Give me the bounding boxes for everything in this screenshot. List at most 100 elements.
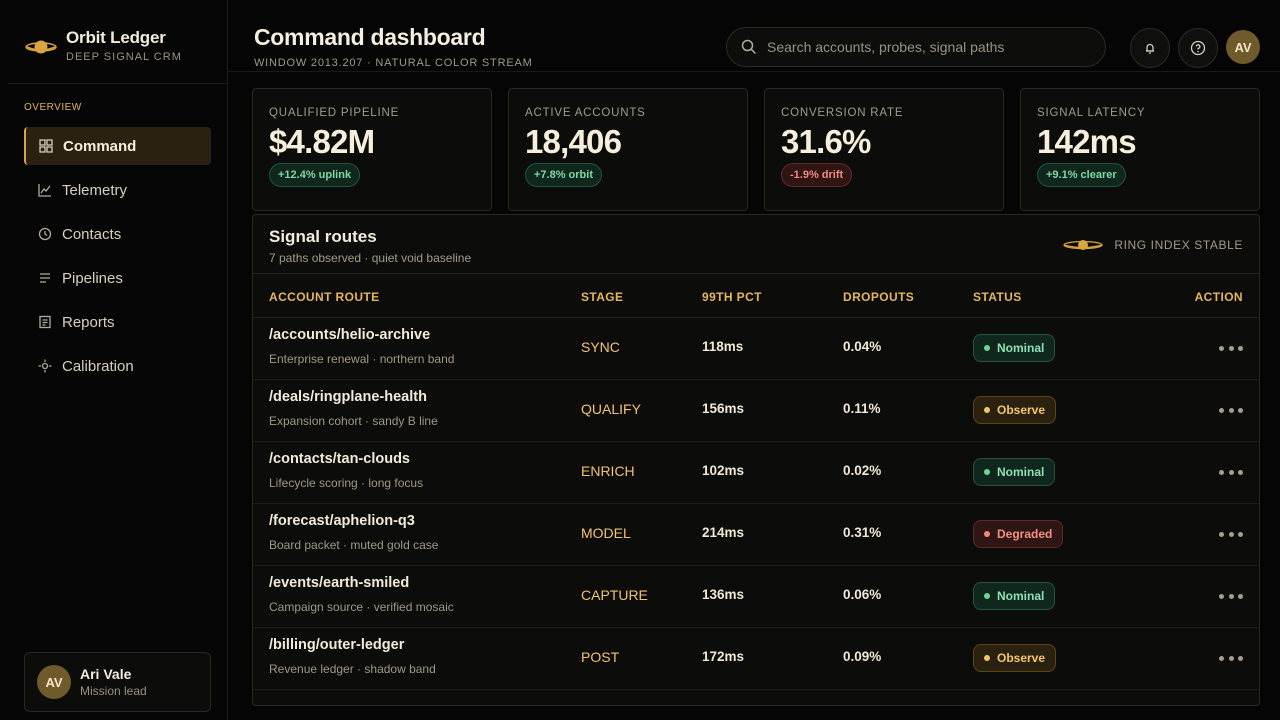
dot-icon (1238, 655, 1243, 661)
user-card[interactable]: AV Ari Vale Mission lead (24, 652, 211, 712)
kpi-card-pipeline: QUALIFIED PIPELINE $4.82M +12.4% uplink (252, 88, 492, 211)
dropouts-cell: 0.31% (843, 525, 882, 540)
kpi-card-latency: SIGNAL LATENCY 142ms +9.1% clearer (1020, 88, 1260, 211)
more-actions-button[interactable] (1219, 588, 1243, 604)
dot-icon (1238, 593, 1243, 599)
user-name: Ari Vale (80, 666, 132, 682)
p99-cell: 118ms (702, 339, 744, 354)
table-header: ACCOUNT ROUTE STAGE 99TH PCT DROPOUTS ST… (253, 273, 1259, 318)
column-header-p99[interactable]: 99TH PCT (702, 290, 762, 304)
table-row[interactable]: /forecast/aphelion-q3 Board packet · mut… (253, 504, 1259, 566)
sidebar-item-command[interactable]: Command (24, 127, 211, 165)
p99-cell: 214ms (702, 525, 745, 540)
kpi-label: QUALIFIED PIPELINE (269, 107, 400, 119)
brand[interactable]: Orbit Ledger DEEP SIGNAL CRM (24, 28, 182, 63)
help-icon (1190, 40, 1206, 56)
route-link[interactable]: /deals/ringplane-health (269, 389, 427, 405)
status-badge: Nominal (973, 582, 1056, 610)
header-avatar[interactable]: AV (1226, 30, 1260, 64)
more-actions-button[interactable] (1219, 402, 1243, 418)
sidebar-divider (8, 83, 227, 84)
dot-icon (1228, 469, 1234, 475)
help-button[interactable] (1178, 28, 1218, 68)
route-link[interactable]: /forecast/aphelion-q3 (269, 513, 415, 529)
column-header-dropouts[interactable]: DROPOUTS (843, 290, 915, 304)
route-description: Expansion cohort · sandy B line (269, 414, 438, 428)
column-header-status[interactable]: STATUS (973, 290, 1022, 304)
more-actions-button[interactable] (1219, 526, 1243, 542)
ring-index-indicator: RING INDEX STABLE (1062, 237, 1243, 253)
dot-icon (1219, 345, 1224, 351)
kpi-value: 18,406 (525, 123, 622, 160)
status-label: Nominal (997, 589, 1045, 603)
page-title: Command dashboard (254, 24, 486, 50)
dot-icon (1238, 531, 1243, 537)
status-label: Observe (997, 651, 1046, 665)
dropouts-cell: 0.09% (843, 649, 882, 664)
status-dot-icon (984, 407, 990, 413)
table-row[interactable]: /contacts/tan-clouds Lifecycle scoring ·… (253, 442, 1259, 504)
panel-title: Signal routes (269, 227, 377, 246)
dot-icon (1228, 345, 1234, 351)
table-row[interactable]: /accounts/helio-archive Enterprise renew… (253, 318, 1259, 380)
p99-cell: 172ms (702, 649, 745, 664)
sidebar: Orbit Ledger DEEP SIGNAL CRM OVERVIEW Co… (0, 0, 228, 720)
column-header-route[interactable]: ACCOUNT ROUTE (269, 290, 380, 304)
more-actions-button[interactable] (1219, 650, 1243, 666)
stage-cell: QUALIFY (581, 401, 641, 417)
status-dot-icon (984, 531, 990, 537)
dropouts-cell: 0.04% (843, 339, 882, 354)
kpi-label: SIGNAL LATENCY (1037, 107, 1146, 119)
table-row[interactable]: /billing/outer-ledger Revenue ledger · s… (253, 628, 1259, 690)
status-badge: Nominal (973, 334, 1056, 362)
status-badge: Observe (973, 644, 1057, 672)
route-description: Lifecycle scoring · long focus (269, 476, 424, 490)
status-badge: Degraded (973, 520, 1064, 548)
p99-cell: 136ms (702, 587, 745, 602)
list-icon (38, 271, 52, 285)
notifications-button[interactable] (1130, 28, 1170, 68)
route-description: Enterprise renewal · northern band (269, 352, 455, 366)
kpi-value: $4.82M (269, 123, 375, 160)
status-dot-icon (984, 345, 990, 351)
kpi-card-conversion: CONVERSION RATE 31.6% -1.9% drift (764, 88, 1004, 211)
saturn-logo-icon (25, 40, 57, 54)
chart-line-icon (38, 183, 52, 197)
sidebar-item-label: Reports (62, 313, 115, 331)
route-link[interactable]: /contacts/tan-clouds (269, 451, 410, 467)
search-icon (741, 39, 757, 55)
status-dot-icon (984, 655, 990, 661)
sidebar-item-telemetry[interactable]: Telemetry (24, 171, 211, 209)
sidebar-item-pipelines[interactable]: Pipelines (24, 259, 211, 297)
sidebar-item-calibration[interactable]: Calibration (24, 347, 211, 385)
stage-cell: MODEL (581, 525, 631, 541)
sidebar-nav: Command Telemetry Contacts Pipelines Rep… (24, 127, 211, 391)
dot-icon (1219, 655, 1224, 661)
table-row[interactable]: /events/earth-smiled Campaign source · v… (253, 566, 1259, 628)
sidebar-item-label: Calibration (62, 357, 134, 375)
status-dot-icon (984, 593, 990, 599)
avatar: AV (37, 665, 71, 699)
kpi-delta-badge: +9.1% clearer (1037, 163, 1126, 187)
sidebar-item-reports[interactable]: Reports (24, 303, 211, 341)
brand-name: Orbit Ledger (66, 28, 166, 47)
search-bar (726, 27, 1106, 67)
column-header-stage[interactable]: STAGE (581, 290, 624, 304)
route-link[interactable]: /events/earth-smiled (269, 575, 410, 591)
header-divider (228, 71, 1280, 72)
ring-index-label: RING INDEX STABLE (1114, 238, 1243, 252)
sidebar-item-label: Pipelines (62, 269, 123, 287)
more-actions-button[interactable] (1219, 340, 1243, 356)
table-row[interactable]: /deals/ringplane-health Expansion cohort… (253, 380, 1259, 442)
dot-icon (1228, 531, 1234, 537)
search-input[interactable] (767, 39, 1087, 55)
sidebar-item-contacts[interactable]: Contacts (24, 215, 211, 253)
route-link[interactable]: /accounts/helio-archive (269, 327, 431, 343)
kpi-card-accounts: ACTIVE ACCOUNTS 18,406 +7.8% orbit (508, 88, 748, 211)
status-label: Nominal (997, 465, 1045, 479)
dot-icon (1228, 407, 1234, 413)
dot-icon (1228, 655, 1234, 661)
more-actions-button[interactable] (1219, 464, 1243, 480)
user-role: Mission lead (80, 684, 147, 698)
route-link[interactable]: /billing/outer-ledger (269, 637, 405, 653)
